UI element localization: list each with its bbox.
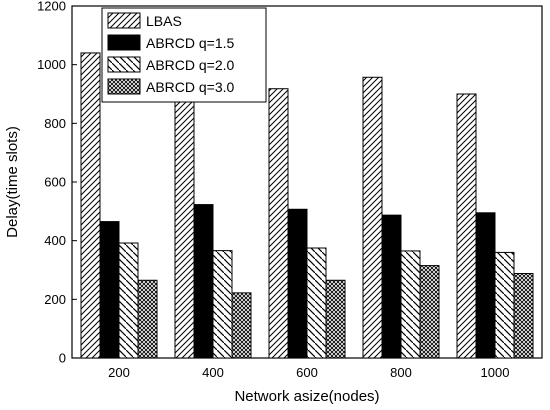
legend: LBAS ABRCD q=1.5 ABRCD q=2.0 ABRCD q=3.0 — [101, 7, 267, 103]
legend-swatch — [107, 56, 141, 73]
bar — [381, 214, 402, 359]
bar — [137, 279, 158, 359]
x-tick-label: 600 — [296, 365, 318, 380]
bar — [174, 97, 195, 359]
y-tick-label: 600 — [44, 175, 66, 190]
bar — [475, 212, 496, 359]
bar — [287, 208, 308, 359]
bar — [268, 88, 289, 359]
legend-swatch — [107, 78, 141, 95]
y-tick-label: 800 — [44, 116, 66, 131]
y-axis: 0 200 400 600 800 1000 1200 — [37, 0, 77, 366]
bar — [400, 250, 421, 359]
x-axis: 200 400 600 800 1000 — [108, 365, 509, 380]
bar — [80, 52, 101, 359]
bar — [212, 250, 233, 359]
y-tick-label: 0 — [59, 351, 66, 366]
y-axis-label: Delay(time slots) — [4, 126, 21, 238]
legend-swatch — [107, 12, 141, 29]
bar — [419, 265, 440, 359]
bar — [494, 251, 515, 359]
bar — [306, 247, 327, 359]
legend-label: ABRCD q=1.5 — [146, 35, 235, 51]
legend-label: ABRCD q=3.0 — [146, 79, 235, 95]
legend-swatch — [107, 34, 141, 51]
x-axis-label: Network asize(nodes) — [234, 388, 379, 405]
x-tick-label: 400 — [202, 365, 224, 380]
y-tick-label: 400 — [44, 233, 66, 248]
x-tick-label: 1000 — [481, 365, 510, 380]
bar — [193, 204, 214, 359]
bar — [456, 93, 477, 359]
y-tick-label: 1200 — [37, 0, 66, 14]
bar — [118, 242, 139, 359]
y-tick-label: 1000 — [37, 57, 66, 72]
x-tick-label: 800 — [390, 365, 412, 380]
bar — [513, 273, 534, 359]
bar — [325, 279, 346, 359]
legend-label: ABRCD q=2.0 — [146, 57, 235, 73]
bar — [362, 76, 383, 359]
y-tick-label: 200 — [44, 292, 66, 307]
x-tick-label: 200 — [108, 365, 130, 380]
bar — [231, 292, 252, 359]
legend-label: LBAS — [146, 13, 182, 29]
bar — [99, 221, 120, 359]
